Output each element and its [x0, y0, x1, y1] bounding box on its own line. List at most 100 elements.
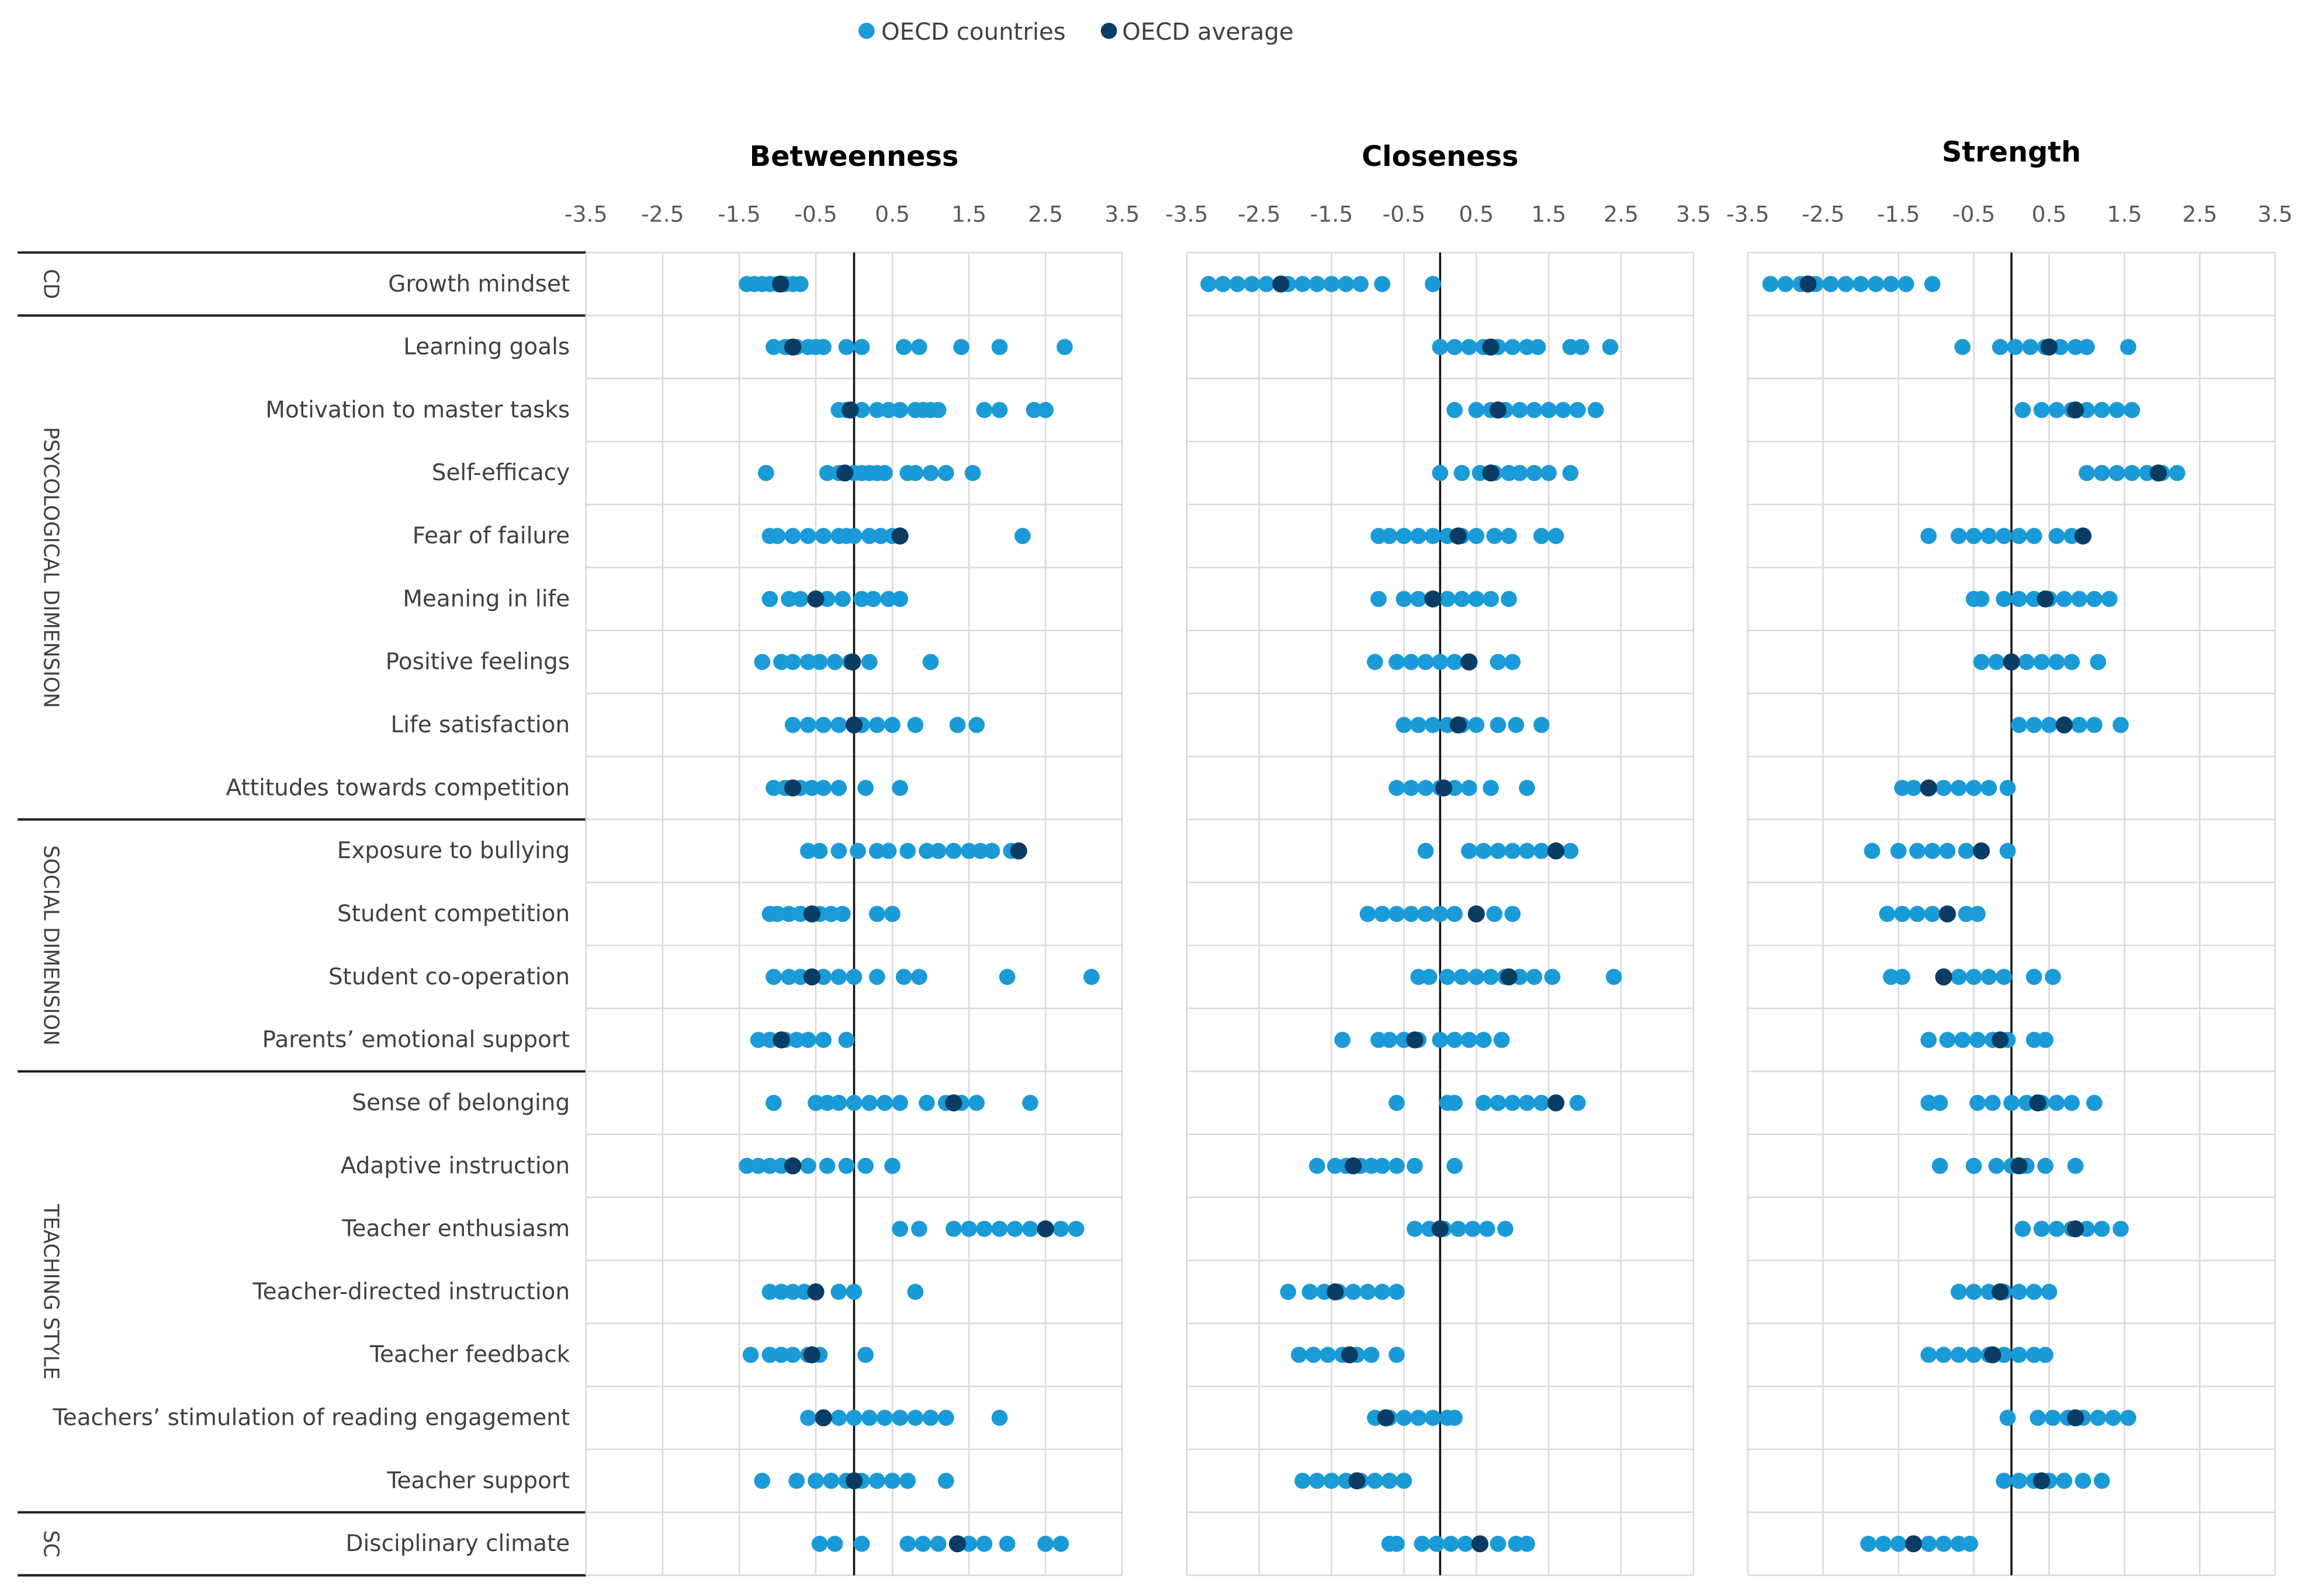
- country-point: [1374, 1157, 1391, 1174]
- country-point: [937, 1410, 954, 1426]
- country-point: [1308, 1157, 1325, 1174]
- country-point: [1490, 842, 1507, 859]
- oecd-average-point: [1348, 1472, 1366, 1490]
- country-point: [800, 528, 816, 544]
- country-point: [861, 1410, 878, 1426]
- country-point: [1883, 276, 1899, 293]
- country-point: [1864, 842, 1881, 859]
- country-point: [892, 1410, 908, 1426]
- country-point: [1852, 276, 1869, 293]
- country-point: [2041, 717, 2058, 733]
- country-point: [911, 969, 927, 986]
- country-point: [961, 1220, 977, 1237]
- country-point: [2011, 717, 2027, 733]
- country-point: [1381, 1473, 1398, 1489]
- country-point: [1432, 654, 1449, 670]
- oecd-average-point: [1489, 401, 1507, 419]
- country-point: [1461, 779, 1477, 796]
- row-label: Meaning in life: [403, 586, 570, 612]
- country-point: [800, 1032, 816, 1048]
- country-point: [819, 1095, 836, 1111]
- row-label: Teacher feedback: [369, 1342, 570, 1368]
- country-point: [800, 1157, 816, 1174]
- country-point: [1533, 717, 1550, 733]
- country-point: [884, 717, 901, 733]
- country-point: [884, 1157, 901, 1174]
- country-point: [1395, 591, 1412, 608]
- country-point: [2093, 1473, 2110, 1489]
- country-point: [761, 1283, 778, 1300]
- country-point: [1395, 1473, 1412, 1489]
- country-point: [1301, 1283, 1318, 1300]
- country-point: [1446, 654, 1463, 670]
- country-point: [1931, 1157, 1948, 1174]
- country-point: [884, 905, 901, 922]
- oecd-average-point: [2037, 590, 2054, 608]
- row-label: Teacher enthusiasm: [341, 1216, 570, 1242]
- oecd-average-point: [2149, 464, 2167, 482]
- country-point: [1920, 1032, 1937, 1048]
- country-point: [2025, 528, 2042, 544]
- country-point: [1367, 654, 1383, 670]
- country-point: [968, 1095, 985, 1111]
- group-label: CD: [39, 269, 63, 299]
- country-point: [830, 717, 847, 733]
- country-point: [857, 1157, 874, 1174]
- country-point: [1068, 1220, 1085, 1237]
- country-point: [773, 1283, 789, 1300]
- x-tick-label: 2.5: [1028, 202, 1063, 227]
- country-point: [1555, 402, 1571, 418]
- country-point: [1909, 842, 1925, 859]
- country-point: [1432, 464, 1449, 481]
- oecd-average-point: [948, 1535, 967, 1553]
- country-point: [1006, 1220, 1023, 1237]
- country-point: [1501, 591, 1517, 608]
- country-point: [1980, 969, 1997, 986]
- country-point: [1388, 1535, 1405, 1552]
- country-point: [976, 1220, 993, 1237]
- country-point: [1417, 654, 1434, 670]
- country-point: [1374, 905, 1391, 922]
- country-point: [1969, 1032, 1986, 1048]
- country-point: [1894, 905, 1911, 922]
- country-point: [1446, 905, 1463, 922]
- country-point: [1022, 1220, 1038, 1237]
- country-point: [2086, 717, 2103, 733]
- country-point: [1475, 1032, 1492, 1048]
- country-point: [1951, 779, 1967, 796]
- country-point: [1490, 654, 1507, 670]
- country-point: [1969, 1095, 1986, 1111]
- country-point: [1762, 276, 1779, 293]
- country-point: [1605, 969, 1622, 986]
- country-point: [2112, 1220, 2129, 1237]
- country-point: [1875, 1535, 1892, 1552]
- country-point: [976, 402, 993, 418]
- country-point: [1432, 1032, 1449, 1048]
- country-point: [1504, 842, 1521, 859]
- country-point: [2071, 717, 2087, 733]
- country-point: [800, 1410, 816, 1426]
- country-point: [1935, 779, 1952, 796]
- country-point: [1439, 969, 1456, 986]
- country-point: [1425, 717, 1441, 733]
- x-tick-label: -2.5: [1238, 202, 1281, 227]
- country-point: [869, 402, 885, 418]
- country-point: [972, 842, 989, 859]
- country-point: [880, 842, 897, 859]
- x-tick-label: 1.5: [1531, 202, 1566, 227]
- group-label: PSYCOLOGICAL DIMENSION: [39, 427, 63, 708]
- country-point: [1395, 528, 1412, 544]
- group-label: TEACHING STYLE: [39, 1203, 63, 1379]
- country-point: [2033, 1220, 2050, 1237]
- country-point: [1519, 842, 1535, 859]
- country-point: [1569, 1095, 1586, 1111]
- country-point: [877, 1095, 893, 1111]
- country-point: [2108, 402, 2125, 418]
- country-point: [2048, 654, 2065, 670]
- country-point: [1446, 1032, 1463, 1048]
- country-point: [834, 905, 851, 922]
- country-point: [838, 1157, 855, 1174]
- country-point: [830, 969, 847, 986]
- country-point: [999, 1535, 1016, 1552]
- country-point: [1370, 591, 1387, 608]
